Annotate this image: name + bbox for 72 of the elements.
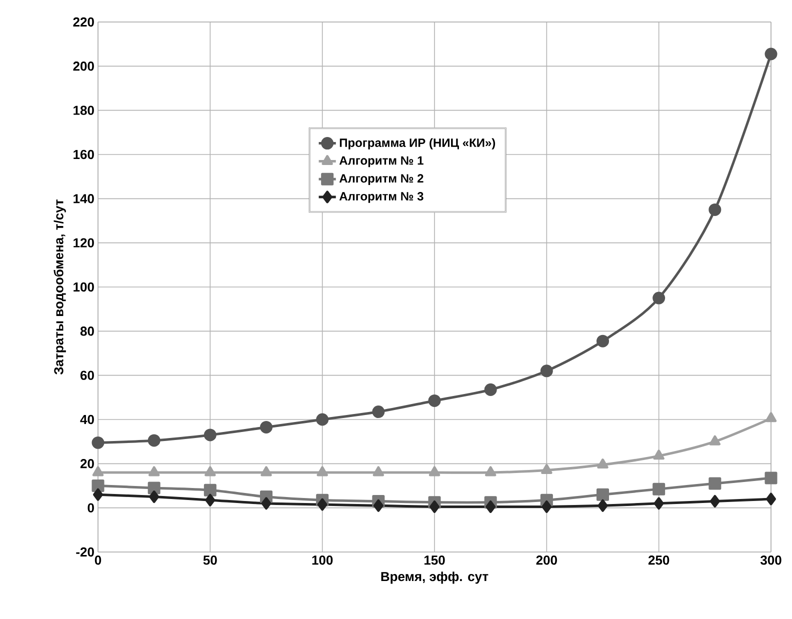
point bbox=[373, 499, 384, 512]
point bbox=[652, 292, 666, 304]
x-tick-label: 200 bbox=[536, 556, 557, 565]
point bbox=[596, 488, 610, 501]
x-tick-label: 50 bbox=[203, 556, 217, 565]
point bbox=[316, 413, 329, 426]
legend-label: Алгоритм № 2 bbox=[339, 174, 424, 186]
point bbox=[597, 458, 608, 469]
point bbox=[92, 466, 104, 476]
point bbox=[428, 466, 440, 476]
y-tick-label: 80 bbox=[80, 326, 94, 336]
point bbox=[652, 482, 666, 496]
y-tick-label: 200 bbox=[73, 62, 94, 71]
point bbox=[596, 334, 610, 348]
legend-label: Алгоритм № 1 bbox=[339, 156, 424, 168]
point bbox=[148, 434, 160, 447]
y-tick-label: 180 bbox=[74, 106, 94, 115]
x-tick-label: 0 bbox=[94, 556, 102, 565]
point bbox=[93, 488, 104, 501]
point bbox=[765, 412, 777, 422]
point bbox=[204, 466, 216, 476]
point bbox=[204, 428, 216, 442]
y-tick-label: 160 bbox=[74, 150, 94, 160]
x-axis-title: Время, эфф. сут bbox=[381, 572, 488, 584]
y-tick-label: 60 bbox=[80, 370, 94, 380]
x-tick-label: 250 bbox=[648, 556, 670, 565]
point bbox=[708, 203, 722, 216]
point bbox=[92, 436, 104, 449]
point bbox=[316, 466, 328, 476]
y-tick-label: 140 bbox=[74, 194, 94, 204]
point bbox=[485, 466, 496, 476]
y-tick-label: 20 bbox=[80, 459, 94, 468]
point bbox=[372, 406, 385, 418]
point bbox=[430, 500, 440, 513]
legend-label: Программа ИР (НИЦ «КИ») bbox=[340, 138, 496, 150]
point bbox=[148, 466, 160, 476]
point bbox=[540, 364, 553, 378]
point bbox=[317, 498, 328, 511]
point bbox=[764, 472, 778, 484]
point bbox=[260, 466, 272, 476]
y-tick-label: -20 bbox=[76, 547, 94, 557]
point bbox=[653, 450, 664, 460]
point bbox=[486, 500, 496, 513]
x-tick-label: 100 bbox=[312, 556, 333, 565]
point bbox=[428, 394, 441, 407]
legend-label: Алгоритм № 3 bbox=[339, 192, 424, 203]
x-tick-label: 300 bbox=[760, 556, 782, 565]
point bbox=[654, 497, 664, 510]
y-tick-label: 0 bbox=[88, 503, 94, 512]
y-axis-title: Затраты водообмена, т/сут bbox=[54, 200, 66, 375]
y-tick-label: 220 bbox=[73, 17, 94, 27]
point bbox=[708, 477, 722, 490]
point bbox=[766, 492, 776, 506]
y-tick-label: 40 bbox=[80, 414, 94, 424]
point bbox=[149, 490, 160, 504]
point bbox=[709, 435, 721, 446]
point bbox=[710, 494, 720, 508]
point bbox=[541, 464, 552, 474]
point bbox=[598, 499, 608, 512]
point bbox=[260, 420, 273, 434]
point bbox=[205, 494, 216, 506]
y-tick-label: 100 bbox=[74, 282, 94, 292]
point bbox=[261, 497, 272, 510]
point bbox=[542, 500, 552, 513]
point bbox=[372, 466, 384, 476]
point bbox=[204, 484, 216, 496]
point bbox=[484, 383, 497, 396]
y-tick-label: 120 bbox=[74, 238, 94, 248]
x-tick-label: 150 bbox=[424, 556, 445, 565]
point bbox=[148, 482, 160, 494]
point bbox=[764, 48, 778, 60]
point bbox=[92, 480, 104, 492]
